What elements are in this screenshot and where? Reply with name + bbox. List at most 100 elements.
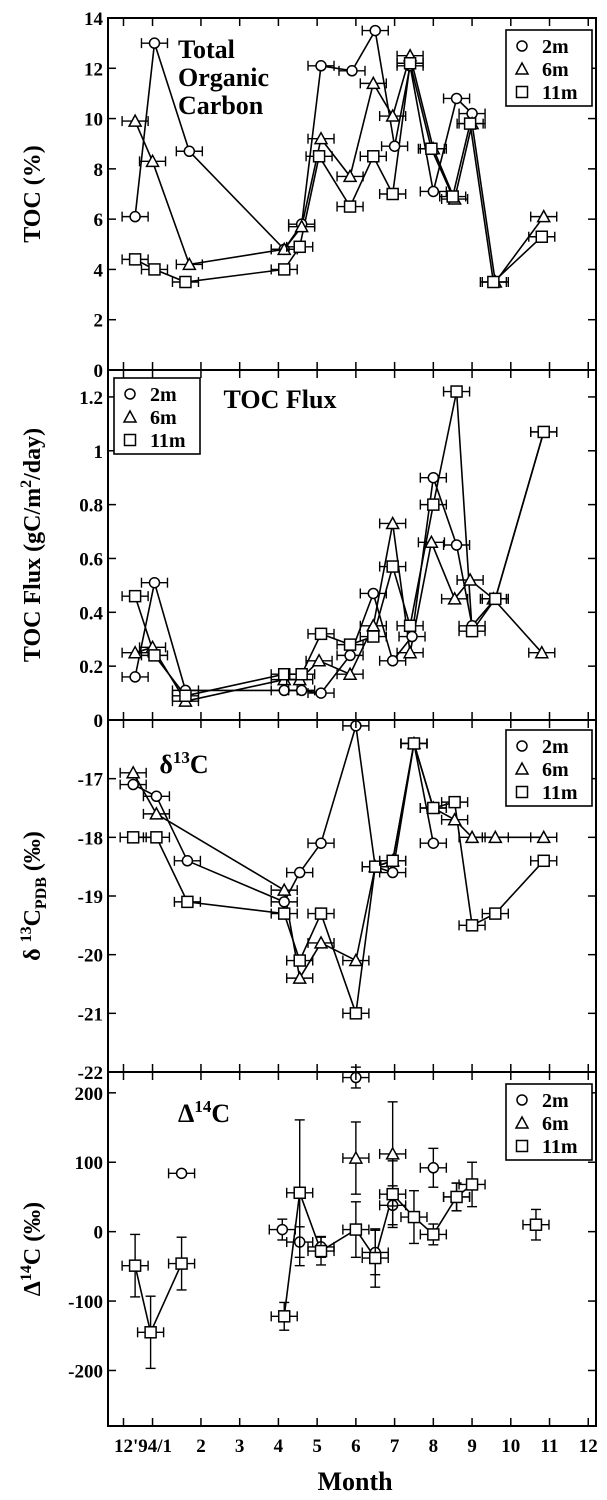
y-tick-label: 12 xyxy=(84,59,103,80)
marker-11m xyxy=(386,187,399,201)
data-point xyxy=(270,907,298,920)
data-point xyxy=(419,185,448,198)
data-point xyxy=(481,907,510,920)
data-point xyxy=(307,627,335,641)
marker-6m xyxy=(366,75,381,90)
legend-label: 6m xyxy=(150,407,177,429)
data-point xyxy=(336,649,364,662)
data-point xyxy=(305,150,333,163)
y-tick-label: 2 xyxy=(94,311,104,332)
marker-11m xyxy=(181,895,194,909)
marker-6m xyxy=(462,572,478,586)
marker-6m xyxy=(348,1150,364,1164)
marker-2m xyxy=(183,145,196,158)
marker-11m xyxy=(489,592,502,606)
data-point xyxy=(481,829,510,844)
legend-marker-2m xyxy=(516,40,528,52)
y-tick-label: 0 xyxy=(94,361,104,382)
data-point xyxy=(522,1208,550,1241)
x-tick-label: 9 xyxy=(467,1436,477,1457)
data-point xyxy=(378,854,407,868)
data-point xyxy=(336,168,364,183)
y-tick-label: 6 xyxy=(94,210,104,231)
marker-11m xyxy=(537,425,550,439)
data-point xyxy=(359,618,388,632)
data-point xyxy=(307,837,335,849)
x-tick-label: 8 xyxy=(429,1436,439,1457)
data-point xyxy=(378,655,407,667)
marker-11m xyxy=(349,1007,363,1020)
data-point xyxy=(142,831,171,844)
data-point xyxy=(530,209,558,223)
data-point xyxy=(121,253,149,266)
data-point xyxy=(342,1007,370,1020)
data-point xyxy=(378,108,407,122)
marker-11m xyxy=(489,907,502,920)
marker-2m xyxy=(150,790,163,803)
marker-6m xyxy=(276,882,292,896)
marker-6m xyxy=(424,534,439,549)
data-point xyxy=(307,907,335,920)
legend-marker-2m xyxy=(124,388,136,400)
marker-2m xyxy=(427,1162,440,1174)
legend-label: 2m xyxy=(542,36,569,58)
data-point xyxy=(342,1201,370,1259)
marker-11m xyxy=(407,737,421,750)
data-point xyxy=(286,954,314,967)
marker-6m xyxy=(488,829,503,844)
panel-title: Carbon xyxy=(178,91,264,120)
data-point xyxy=(458,829,486,844)
marker-2m xyxy=(278,896,290,908)
marker-11m xyxy=(529,1218,543,1231)
marker-11m xyxy=(386,1187,399,1201)
data-point xyxy=(396,619,424,633)
data-point xyxy=(458,919,486,932)
marker-6m xyxy=(127,113,143,127)
data-point xyxy=(442,539,471,551)
marker-11m xyxy=(293,240,306,254)
data-point xyxy=(528,645,556,659)
y-tick-label: -200 xyxy=(68,1361,103,1382)
marker-11m xyxy=(537,854,550,868)
data-point xyxy=(400,1189,428,1245)
panel-title: Total xyxy=(178,35,235,64)
marker-6m xyxy=(342,168,358,183)
marker-11m xyxy=(293,1186,306,1200)
data-point xyxy=(359,587,388,600)
x-axis: 12'94/1 2 3 4 5 6 7 8 9 10 11 12 xyxy=(114,18,598,1457)
data-point xyxy=(270,241,298,256)
marker-2m xyxy=(406,630,418,643)
y-axis-label: δ 13CPDB (‰) xyxy=(18,831,50,961)
data-point xyxy=(419,837,448,849)
data-point xyxy=(417,534,446,549)
marker-11m xyxy=(293,954,306,967)
marker-11m xyxy=(314,907,328,920)
x-tick-label: 10 xyxy=(501,1436,520,1457)
data-point xyxy=(342,1121,370,1195)
marker-11m xyxy=(446,190,459,203)
y-tick-label: 14 xyxy=(84,9,104,30)
legend-label: 6m xyxy=(542,1113,569,1135)
y-tick-label: 0 xyxy=(94,1223,104,1244)
data-point xyxy=(528,230,556,243)
y-tick-label: -21 xyxy=(78,1004,103,1025)
legend-marker-11m xyxy=(123,433,137,447)
marker-6m xyxy=(313,131,329,145)
data-point xyxy=(307,131,335,145)
marker-2m xyxy=(148,576,161,589)
marker-11m xyxy=(179,689,192,703)
y-tick-label: 0.8 xyxy=(79,496,103,517)
x-tick-label: 3 xyxy=(235,1436,245,1457)
marker-11m xyxy=(535,230,549,243)
data-point xyxy=(305,653,333,667)
marker-6m xyxy=(313,935,329,949)
data-point xyxy=(140,263,169,276)
legend-label: 2m xyxy=(542,1090,569,1112)
data-point xyxy=(138,153,167,168)
marker-11m xyxy=(427,498,440,511)
marker-2m xyxy=(175,1167,188,1180)
marker-6m xyxy=(447,812,462,826)
data-point xyxy=(359,630,388,643)
